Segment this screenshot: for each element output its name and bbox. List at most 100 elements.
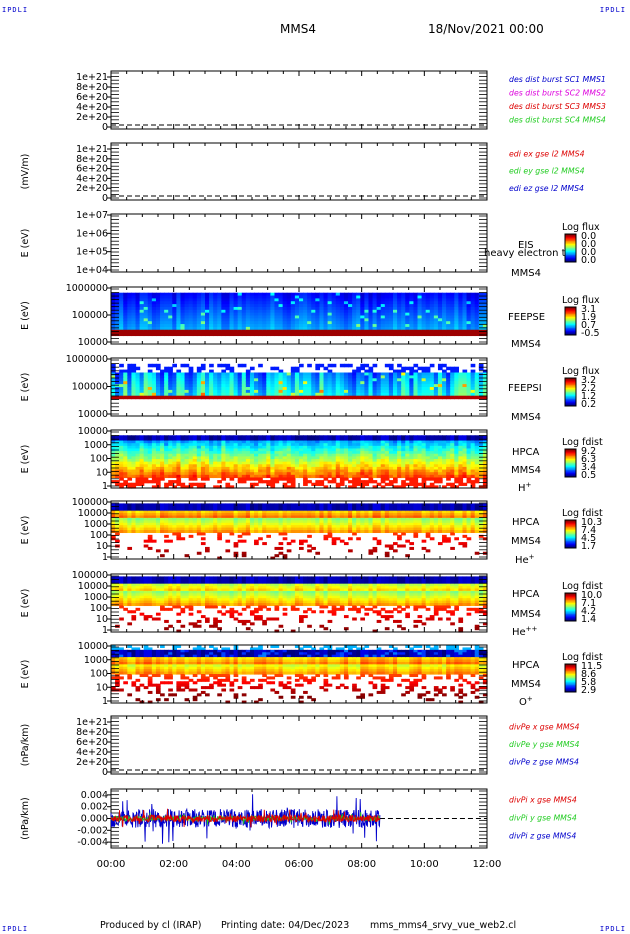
y-tick-label: 0 <box>102 193 108 204</box>
colorbar-feepse-segment <box>565 326 576 329</box>
colorbar-eis-segment <box>565 235 576 238</box>
y-tick-label: 8e+20 <box>76 154 108 165</box>
panel-des-dist-burst-frame <box>110 70 488 130</box>
spectrogram-hpca-o <box>111 645 488 704</box>
panel-feepse-instrument: FEEPSE <box>508 312 545 323</box>
y-tick-label: 4e+20 <box>76 747 108 758</box>
colorbar-hpca-h-segment <box>565 474 576 477</box>
colorbar-hpca-he-border <box>564 519 577 549</box>
y-tick-label: 6e+20 <box>76 164 108 175</box>
colorbar-feepse-segment <box>565 318 576 321</box>
colorbar-hpca-h-segment <box>565 461 576 464</box>
colorbar-feepsi-segment <box>565 378 576 380</box>
panel-feepse: 1000000 100000 10000 E (eV) FEEPSE MMS4 Log fl… <box>20 283 600 350</box>
panel-hpca-he2-ylabel: E (eV) <box>20 589 31 618</box>
time-tick-label: 08:00 <box>347 859 376 870</box>
y-tick-label: 1 <box>102 552 108 563</box>
colorbar-feepsi-segment <box>565 397 576 400</box>
panel-hpca-he-spacecraft: MMS4 <box>511 536 541 547</box>
colorbar-eis-segment <box>565 234 576 236</box>
panel-hpca-h-spacecraft: MMS4 <box>511 465 541 476</box>
colorbar-feepsi-segment <box>565 394 576 397</box>
colorbar-hpca-he-tick-label: 10.3 <box>581 517 602 528</box>
colorbar-eis-segment <box>565 238 576 241</box>
colorbar-feepsi-segment <box>565 403 576 406</box>
colorbar-eis-tick-label: 0.0 <box>581 239 596 250</box>
y-tick-label: 2e+20 <box>76 183 108 194</box>
panel-hpca-h-ylabel: E (eV) <box>20 445 31 474</box>
colorbar-hpca-o-segment <box>565 678 576 680</box>
legend-entry-0: divPi x gse MMS4 <box>509 796 577 805</box>
colorbar-feepse-segment <box>565 319 576 322</box>
colorbar-hpca-h-segment <box>565 457 576 460</box>
y-tick-label: 8e+20 <box>76 82 108 93</box>
colorbar-feepse-segment <box>565 328 576 330</box>
y-tick-label: 100 <box>90 454 108 465</box>
colorbar-feepse-segment <box>565 314 576 316</box>
colorbar-hpca-he-segment <box>565 531 576 534</box>
spectrogram-feepse <box>111 292 488 337</box>
colorbar-hpca-he-tick-label: 4.5 <box>581 533 596 544</box>
y-tick-label: 10 <box>96 467 108 478</box>
colorbar-hpca-he-segment <box>565 534 576 536</box>
panel-feepsi-instrument: FEEPSI <box>508 383 542 394</box>
colorbar-eis-segment <box>565 243 576 246</box>
colorbar-hpca-he2-segment <box>565 615 576 618</box>
colorbar-hpca-he2-segment <box>565 601 576 604</box>
colorbar-hpca-o-tick-label: 11.5 <box>581 661 602 672</box>
colorbar-hpca-he-segment <box>565 539 576 542</box>
colorbar-feepse-segment <box>565 308 576 311</box>
y-tick-label: 1000000 <box>66 283 108 294</box>
colorbar-hpca-he-segment <box>565 522 576 525</box>
footer-script-name: mms_mms4_srvy_vue_web2.cl <box>370 920 517 931</box>
y-tick-label: 1e+21 <box>76 72 108 83</box>
colorbar-hpca-he2-segment <box>565 602 576 605</box>
legend-entry-3: des dist burst SC4 MMS4 <box>509 116 606 125</box>
y-tick-label: 10 <box>96 614 108 625</box>
colorbar-eis-tick-label: 0.0 <box>581 247 596 258</box>
panel-feepse-spacecraft: MMS4 <box>511 339 541 350</box>
colorbar-feepse-border <box>564 306 577 336</box>
colorbar-feepsi-segment <box>565 385 576 387</box>
colorbar-feepse-segment <box>565 316 576 319</box>
panel-hpca-h-instrument: HPCA <box>512 447 540 458</box>
colorbar-eis-segment <box>565 246 576 249</box>
colorbar-hpca-h-segment <box>565 468 576 471</box>
colorbar-feepsi-border <box>564 377 577 407</box>
panel-divpi-ylabel: (nPa/km) <box>20 797 31 840</box>
footer-printing-date: Printing date: 04/Dec/2023 <box>221 920 350 931</box>
colorbar-hpca-he2-segment <box>565 608 576 611</box>
colorbar-eis-tick-label: 0.0 <box>581 255 596 266</box>
colorbar-eis-segment <box>565 242 576 245</box>
colorbar-hpca-o-segment <box>565 685 576 687</box>
colorbar-feepsi-segment <box>565 401 576 404</box>
legend-entry-2: divPe z gse MMS4 <box>509 758 579 767</box>
colorbar-hpca-h-segment <box>565 456 576 458</box>
colorbar-hpca-h-tick-label: 6.3 <box>581 454 596 465</box>
y-tick-label: 10 <box>96 682 108 693</box>
y-tick-label: 4e+20 <box>76 173 108 184</box>
y-tick-label: 4e+20 <box>76 102 108 113</box>
colorbar-feepsi-segment <box>565 379 576 382</box>
colorbar-feepse-segment <box>565 325 576 328</box>
colorbar-hpca-he2-segment <box>565 605 576 608</box>
y-tick-label: 100000 <box>72 570 108 581</box>
colorbar-hpca-h-segment <box>565 472 576 475</box>
y-tick-label: 6e+20 <box>76 737 108 748</box>
y-tick-label: 1e+21 <box>76 144 108 155</box>
y-tick-label: 10000 <box>78 508 108 519</box>
y-tick-label: 10 <box>96 541 108 552</box>
colorbar-feepse-tick-label: -0.5 <box>581 328 600 339</box>
time-tick-label: 02:00 <box>159 859 188 870</box>
colorbar-hpca-he2-segment <box>565 609 576 612</box>
legend-entry-2: des dist burst SC3 MMS3 <box>509 102 606 111</box>
colorbar-hpca-h-segment <box>565 453 576 456</box>
colorbar-hpca-he-segment <box>565 527 576 529</box>
y-tick-label: 100000 <box>72 310 108 321</box>
colorbar-hpca-h-segment <box>565 464 576 467</box>
colorbar-eis-segment <box>565 248 576 250</box>
